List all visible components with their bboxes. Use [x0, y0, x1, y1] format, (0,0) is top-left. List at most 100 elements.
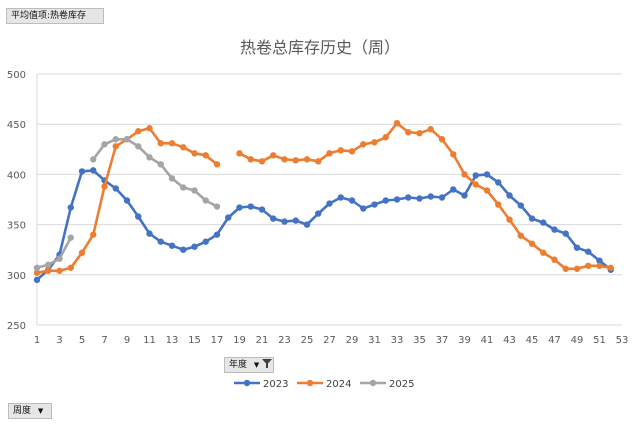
series-2024: [33, 119, 614, 276]
data-point: [326, 150, 333, 157]
data-point: [517, 232, 524, 239]
x-tick-label: 43: [503, 335, 516, 346]
pivot-period-field-button[interactable]: 周度 ▼: [8, 403, 52, 419]
data-point: [202, 238, 209, 245]
data-point: [67, 204, 74, 211]
x-tick-label: 49: [571, 335, 584, 346]
legend-swatch-marker: [306, 379, 314, 387]
data-point: [123, 136, 131, 143]
data-point: [450, 151, 457, 158]
data-point: [337, 147, 344, 154]
pivot-year-field-label: 年度: [229, 360, 248, 370]
data-point: [157, 238, 164, 245]
pivot-year-field-button[interactable]: 年度 ▼: [224, 357, 274, 373]
data-point: [438, 136, 446, 143]
chart-title: 热卷总库存历史（周）: [240, 38, 400, 57]
data-point: [562, 230, 569, 237]
legend-swatch-marker: [243, 379, 251, 387]
x-tick-label: 31: [368, 335, 381, 346]
data-point: [146, 230, 153, 237]
data-point: [393, 119, 401, 127]
data-point: [405, 194, 412, 201]
data-point: [202, 197, 209, 204]
x-tick-label: 47: [548, 335, 561, 346]
data-point: [540, 219, 547, 226]
series-line: [238, 121, 612, 271]
data-point: [517, 202, 524, 209]
data-point: [528, 215, 536, 222]
data-point: [450, 186, 457, 193]
data-point: [67, 234, 74, 241]
pivot-value-field-label: 平均值项:热卷库存: [11, 11, 87, 21]
data-point: [528, 240, 536, 247]
x-tick-label: 17: [211, 335, 224, 346]
data-point: [168, 242, 176, 249]
series-2023: [33, 167, 614, 284]
x-tick-label: 51: [593, 335, 606, 346]
data-point: [123, 197, 131, 204]
legend-swatch-marker: [369, 379, 377, 387]
data-point: [146, 154, 153, 161]
data-point: [112, 143, 119, 150]
data-point: [157, 161, 164, 168]
data-point: [45, 261, 52, 268]
data-point: [56, 255, 63, 262]
data-point: [573, 265, 581, 272]
data-point: [191, 187, 198, 194]
data-point: [315, 210, 322, 217]
data-point: [472, 172, 479, 179]
series-2025: [33, 136, 221, 271]
x-tick-label: 41: [481, 335, 494, 346]
data-point: [562, 265, 569, 272]
data-point: [607, 264, 614, 271]
data-point: [551, 256, 558, 263]
data-point: [270, 215, 277, 222]
data-point: [382, 197, 389, 204]
x-tick-label: 21: [256, 335, 269, 346]
data-point: [112, 185, 119, 192]
data-point: [416, 130, 423, 137]
data-point: [33, 269, 41, 276]
data-point: [180, 184, 187, 191]
data-point: [135, 143, 142, 150]
data-point: [540, 249, 547, 256]
x-tick-label: 11: [143, 335, 156, 346]
data-point: [157, 140, 164, 147]
data-point: [303, 156, 311, 163]
data-point: [292, 157, 299, 164]
data-point: [202, 152, 209, 159]
series-line: [36, 237, 72, 270]
data-point: [596, 262, 603, 269]
data-point: [303, 221, 311, 228]
data-point: [585, 248, 592, 255]
data-point: [191, 150, 198, 157]
x-tick-label: 3: [56, 335, 62, 346]
data-point: [416, 195, 423, 202]
data-point: [585, 262, 592, 269]
data-point: [247, 156, 254, 163]
data-point: [495, 201, 502, 208]
data-point: [135, 128, 142, 135]
data-point: [427, 193, 434, 200]
data-point: [90, 156, 97, 163]
legend-label: 2025: [389, 379, 414, 390]
data-point: [236, 150, 243, 157]
series-line: [36, 169, 612, 281]
pivot-value-field-button[interactable]: 平均值项:热卷库存: [6, 8, 104, 24]
x-tick-label: 33: [391, 335, 404, 346]
data-point: [168, 140, 176, 147]
data-point: [258, 206, 266, 213]
series-line: [92, 138, 218, 208]
x-tick-label: 15: [188, 335, 201, 346]
x-tick-label: 27: [323, 335, 336, 346]
x-tick-label: 9: [124, 335, 130, 346]
pivot-period-field-label: 周度: [13, 406, 32, 416]
data-point: [78, 168, 86, 175]
x-tick-label: 19: [233, 335, 246, 346]
data-point: [112, 136, 119, 143]
data-point: [33, 264, 41, 271]
x-tick-label: 53: [616, 335, 629, 346]
y-tick-label: 450: [7, 120, 26, 131]
data-point: [78, 249, 86, 256]
x-tick-label: 7: [101, 335, 107, 346]
